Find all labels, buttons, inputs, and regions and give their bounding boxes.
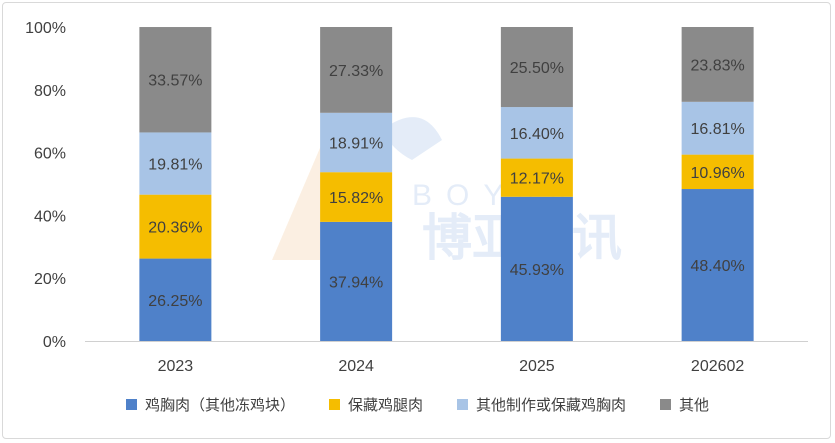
bar-segment [500, 158, 573, 197]
legend-label: 保藏鸡腿肉 [347, 396, 423, 414]
legend-swatch [457, 399, 468, 410]
x-tick-label: 2023 [158, 358, 194, 375]
bar-segment [320, 172, 393, 222]
bar-segment [681, 154, 754, 190]
y-tick-label: 60% [34, 146, 66, 163]
data-label: 45.93% [510, 262, 564, 279]
legend-label: 鸡胸肉（其他冻鸡块） [144, 396, 295, 414]
data-label: 10.96% [690, 165, 744, 182]
bar-segment [139, 194, 212, 259]
legend-swatch [660, 399, 672, 410]
data-label: 48.40% [690, 258, 744, 275]
legend-item: 其他制作或保藏鸡胸肉 [457, 394, 626, 415]
bar-segment [500, 107, 573, 159]
legend-item: 其他 [660, 394, 709, 415]
y-tick-label: 40% [34, 208, 66, 225]
bar-segment [681, 27, 754, 102]
data-label: 20.36% [148, 220, 202, 237]
data-label: 27.33% [329, 63, 383, 80]
legend-item: 保藏鸡腿肉 [328, 394, 423, 415]
bar-segment [139, 258, 212, 341]
legend-label: 其他 [679, 396, 710, 414]
y-tick-label: 80% [34, 83, 66, 100]
data-label: 26.25% [148, 293, 202, 310]
x-tick-label: 2025 [519, 358, 555, 375]
data-label: 18.91% [329, 136, 383, 153]
bar-segment [681, 189, 754, 341]
data-label: 16.40% [510, 126, 564, 143]
legend-label: 其他制作或保藏鸡胸肉 [476, 396, 627, 414]
bar-segment [500, 196, 573, 341]
legend-swatch [125, 399, 137, 410]
legend: 鸡胸肉（其他冻鸡块） 保藏鸡腿肉 其他制作或保藏鸡胸肉 其他 [0, 394, 835, 415]
bar-segment [500, 27, 573, 108]
bar-segment [139, 27, 212, 133]
bar-segment [681, 101, 754, 155]
bar-segment [139, 132, 212, 195]
y-tick-label: 20% [34, 271, 66, 288]
y-tick-label: 100% [25, 20, 66, 37]
legend-item: 鸡胸肉（其他冻鸡块） [125, 394, 295, 415]
bar-segment [320, 221, 393, 341]
data-label: 15.82% [329, 190, 383, 207]
stacked-bar-chart: 0% 20% 40% 60% 80% 100% 26.25% 20.36% 19.81% 33.5… [25, 20, 808, 375]
data-label: 19.81% [148, 157, 202, 174]
data-label: 37.94% [329, 274, 383, 291]
y-tick-label: 0% [43, 334, 66, 351]
x-tick-label: 2024 [338, 358, 374, 375]
data-label: 12.17% [510, 171, 564, 188]
data-label: 16.81% [690, 121, 744, 138]
data-label: 33.57% [148, 73, 202, 90]
data-label: 25.50% [510, 60, 564, 77]
data-label: 23.83% [690, 57, 744, 74]
x-tick-label: 202602 [691, 358, 744, 375]
bar-segment [320, 112, 393, 173]
bar-segment [320, 27, 393, 113]
legend-swatch [328, 399, 340, 410]
